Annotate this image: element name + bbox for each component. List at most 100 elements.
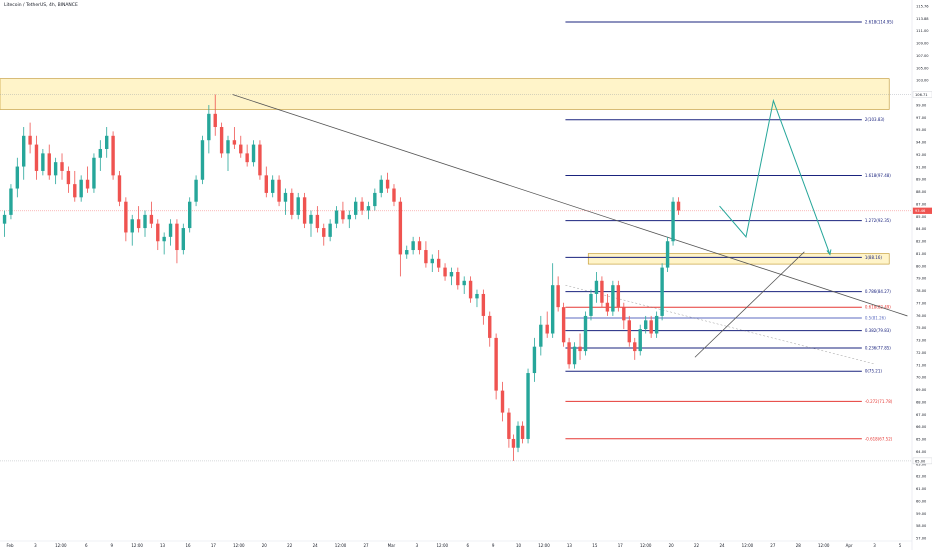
candle-body	[239, 144, 243, 154]
price-tick-label: 61.00	[916, 487, 927, 491]
candle-body	[175, 223, 179, 251]
candle-body	[545, 324, 549, 334]
descending-trendline	[232, 94, 908, 317]
time-tick-label: 12:00	[538, 543, 550, 548]
price-axis[interactable]: 115.76 113.88 111.00 109.00 107.00 105.00 103.…	[911, 0, 932, 550]
candlesticks	[2, 94, 681, 461]
candle-body	[583, 315, 588, 352]
candle-body	[572, 346, 577, 365]
candle-body	[290, 192, 294, 215]
time-tick-label: Feb	[6, 543, 14, 548]
price-tick-label: 109.00	[916, 42, 929, 46]
candle-body	[468, 280, 473, 299]
candle-body	[270, 179, 275, 193]
fib-label-0: 2.618(114.95)	[865, 20, 894, 25]
candle-body	[665, 241, 670, 268]
fib-label-7: 0.5(81.26)	[865, 316, 886, 321]
candle-body	[366, 206, 371, 211]
candle-body	[516, 425, 520, 448]
candle-body	[436, 258, 441, 268]
time-tick-label: 10	[516, 543, 522, 548]
candle-body	[594, 280, 599, 294]
candle-body	[264, 175, 269, 193]
price-tick-label: 67.00	[916, 413, 927, 417]
candle-body	[398, 201, 403, 255]
candle-body	[315, 214, 320, 229]
candle-body	[605, 302, 610, 312]
candle-body	[556, 285, 560, 308]
time-tick-label: 3	[873, 543, 876, 548]
candle-body	[532, 346, 537, 374]
low-price-badge	[912, 457, 932, 465]
candle-body	[494, 337, 498, 391]
time-tick-label: 16	[185, 543, 191, 548]
fib-label-8: 0.382(79.83)	[865, 328, 891, 333]
time-tick-label: 3	[416, 543, 419, 548]
price-tick-label: 66.00	[916, 425, 927, 429]
price-tick-label: 85.00	[916, 215, 927, 219]
price-markers: 106.71 65.00 93.46	[912, 91, 932, 465]
price-tick-label: 84.00	[916, 227, 927, 231]
candle-body	[187, 201, 192, 229]
candle-body	[392, 188, 396, 202]
candle-body	[181, 228, 186, 251]
time-tick-label: 6	[85, 543, 88, 548]
candle-body	[424, 250, 428, 264]
time-tick-label: 9	[110, 543, 113, 548]
candle-body	[373, 192, 377, 207]
price-tick-label: 87.00	[916, 202, 927, 206]
zone-2	[587, 253, 890, 265]
candle-body	[622, 307, 626, 321]
candle-body	[526, 373, 530, 439]
time-tick-label: 12:00	[131, 543, 143, 548]
price-tick-label: 79.00	[916, 277, 927, 281]
candle-body	[79, 179, 83, 198]
candle-body	[28, 135, 32, 145]
price-tick-label: 73.00	[916, 339, 927, 343]
time-tick-label: 12:00	[742, 543, 754, 548]
time-tick-label: 28	[796, 543, 802, 548]
candle-body	[347, 214, 351, 220]
price-tick-label: 59.00	[916, 512, 927, 516]
candle-body	[443, 267, 447, 277]
time-axis[interactable]: Feb 3 12:00 6 9 12:00 13 16 17 12:00 20 22 24 12:00 27…	[0, 540, 912, 548]
candle-body	[511, 438, 516, 448]
candle-body	[561, 307, 566, 343]
projection-zigzag	[719, 98, 831, 255]
time-tick-label: 17	[618, 543, 624, 548]
price-tick-label: 63.00	[916, 462, 927, 466]
time-tick-label: 12:00	[818, 543, 830, 548]
price-tick-label: 60.00	[916, 499, 927, 503]
price-tick-label: 94.00	[916, 141, 927, 145]
candle-body	[567, 342, 571, 365]
candle-body	[430, 258, 434, 264]
candle-body	[34, 144, 39, 171]
price-tick-label: 57.00	[916, 537, 927, 541]
candle-body	[578, 346, 582, 352]
price-tick-label: 97.00	[916, 116, 927, 120]
chart-header-symbol: Litecoin / TetherUS, 4h, BINANCE	[4, 3, 78, 8]
time-tick-label: 20	[262, 543, 268, 548]
candle-body	[507, 412, 511, 439]
price-tick-label: 76.00	[916, 314, 927, 318]
time-tick-label: Apr	[846, 543, 853, 548]
candle-body	[649, 320, 653, 334]
candle-body	[302, 197, 307, 224]
ascending-trendline	[694, 251, 805, 358]
candle-body	[92, 157, 96, 189]
candle-body	[611, 285, 615, 312]
candle-body	[156, 223, 160, 242]
time-tick-label: 9	[492, 543, 495, 548]
candle-body	[207, 113, 211, 141]
price-tick-label: 115.76	[916, 5, 929, 9]
candle-body	[149, 214, 154, 224]
fib-label-5: 0.786(84.27)	[865, 289, 891, 294]
candle-body	[309, 214, 313, 224]
candle-body	[60, 162, 64, 171]
time-tick-label: 12:00	[335, 543, 347, 548]
candle-body	[168, 223, 173, 237]
time-tick-label: 12:00	[640, 543, 652, 548]
time-tick-label: 5	[899, 543, 902, 548]
candle-body	[98, 148, 103, 158]
